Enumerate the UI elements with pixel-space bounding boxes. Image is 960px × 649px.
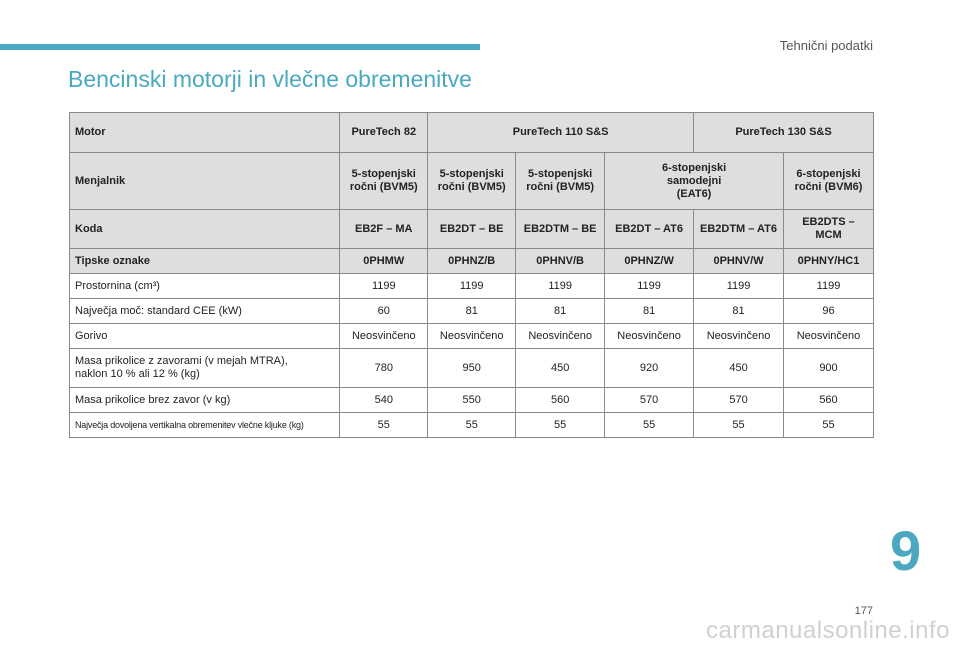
- table-cell: 1199: [427, 273, 517, 299]
- page-number: 177: [854, 605, 873, 617]
- koda-row: Koda EB2F – MA EB2DT – BE EB2DTM – BE EB…: [68, 209, 875, 249]
- motor-label: Motor: [68, 112, 341, 153]
- tipske-cell: 0PHNZ/W: [604, 248, 695, 274]
- tipske-cell: 0PHNV/B: [515, 248, 606, 274]
- table-cell: 560: [782, 387, 875, 413]
- koda-cell: EB2DT – AT6: [604, 209, 695, 249]
- table-cell: 450: [515, 348, 606, 388]
- tipske-cell: 0PHMW: [339, 248, 429, 274]
- table-cell: 81: [604, 298, 695, 324]
- table-cell: 1199: [693, 273, 784, 299]
- menjalnik-row: Menjalnik 5-stopenjski ročni (BVM5) 5-st…: [68, 152, 875, 210]
- table-cell: Neosvinčeno: [427, 323, 517, 349]
- table-cell: Neosvinčeno: [339, 323, 429, 349]
- table-cell: 570: [693, 387, 784, 413]
- top-accent-bar: [0, 44, 480, 50]
- table-cell: 55: [515, 412, 606, 438]
- koda-cell: EB2F – MA: [339, 209, 429, 249]
- table-cell: 55: [339, 412, 429, 438]
- table-row: Največja dovoljena vertikalna obremenite…: [68, 412, 875, 438]
- table-cell: Neosvinčeno: [693, 323, 784, 349]
- table-row: Prostornina (cm³) 1199 1199 1199 1199 11…: [68, 273, 875, 299]
- tipske-cell: 0PHNZ/B: [427, 248, 517, 274]
- menjalnik-label: Menjalnik: [68, 152, 341, 210]
- table-cell: 780: [339, 348, 429, 388]
- koda-cell: EB2DTM – AT6: [693, 209, 784, 249]
- table-cell: 96: [782, 298, 875, 324]
- motor-cell: PureTech 110 S&S: [427, 112, 695, 153]
- table-cell: 560: [515, 387, 606, 413]
- table-cell: 450: [693, 348, 784, 388]
- table-cell: 1199: [515, 273, 606, 299]
- chapter-number: 9: [890, 519, 922, 582]
- menjalnik-cell: 5-stopenjski ročni (BVM5): [515, 152, 606, 210]
- table-row: Masa prikolice brez zavor (v kg) 540 550…: [68, 387, 875, 413]
- table-row: Gorivo Neosvinčeno Neosvinčeno Neosvinče…: [68, 323, 875, 349]
- row-label: Največja dovoljena vertikalna obremenite…: [68, 412, 341, 438]
- tipske-cell: 0PHNY/HC1: [782, 248, 875, 274]
- koda-label: Koda: [68, 209, 341, 249]
- table-row: Masa prikolice z zavorami (v mejah MTRA)…: [68, 348, 875, 388]
- motor-cell: PureTech 130 S&S: [693, 112, 874, 153]
- row-label: Največja moč: standard CEE (kW): [68, 298, 341, 324]
- table-cell: 81: [515, 298, 606, 324]
- koda-cell: EB2DT – BE: [427, 209, 517, 249]
- tipske-cell: 0PHNV/W: [693, 248, 784, 274]
- menjalnik-cell: 5-stopenjski ročni (BVM5): [427, 152, 517, 210]
- table-cell: 81: [427, 298, 517, 324]
- menjalnik-cell: 6-stopenjski samodejni (EAT6): [604, 152, 784, 210]
- table-cell: 1199: [339, 273, 429, 299]
- watermark: carmanualsonline.info: [706, 617, 950, 644]
- table-cell: 55: [604, 412, 695, 438]
- table-cell: 550: [427, 387, 517, 413]
- table-cell: Neosvinčeno: [782, 323, 875, 349]
- table-cell: 55: [693, 412, 784, 438]
- row-label: Masa prikolice brez zavor (v kg): [68, 387, 341, 413]
- table-cell: 900: [782, 348, 875, 388]
- tipske-row: Tipske oznake 0PHMW 0PHNZ/B 0PHNV/B 0PHN…: [68, 248, 875, 274]
- table-cell: 920: [604, 348, 695, 388]
- table-row: Največja moč: standard CEE (kW) 60 81 81…: [68, 298, 875, 324]
- table-cell: 950: [427, 348, 517, 388]
- motor-row: Motor PureTech 82 PureTech 110 S&S PureT…: [68, 112, 874, 153]
- table-cell: Neosvinčeno: [515, 323, 606, 349]
- table-cell: 55: [427, 412, 517, 438]
- page-title: Bencinski motorji in vlečne obremenitve: [68, 66, 472, 92]
- menjalnik-cell: 6-stopenjski ročni (BVM6): [782, 152, 875, 210]
- row-label: Gorivo: [68, 323, 341, 349]
- table-cell: 540: [339, 387, 429, 413]
- tipske-label: Tipske oznake: [68, 248, 341, 274]
- koda-cell: EB2DTM – BE: [515, 209, 606, 249]
- engine-spec-table: Motor PureTech 82 PureTech 110 S&S PureT…: [68, 112, 875, 438]
- table-cell: 1199: [782, 273, 875, 299]
- motor-cell: PureTech 82: [339, 112, 429, 153]
- table-cell: Neosvinčeno: [604, 323, 695, 349]
- menjalnik-cell: 5-stopenjski ročni (BVM5): [339, 152, 429, 210]
- table-cell: 55: [782, 412, 875, 438]
- table-cell: 81: [693, 298, 784, 324]
- row-label: Masa prikolice z zavorami (v mejah MTRA)…: [68, 348, 341, 388]
- table-cell: 570: [604, 387, 695, 413]
- koda-cell: EB2DTS – MCM: [782, 209, 875, 249]
- table-cell: 60: [339, 298, 429, 324]
- table-cell: 1199: [604, 273, 695, 299]
- chapter-title: Tehnični podatki: [779, 38, 873, 53]
- row-label: Prostornina (cm³): [68, 273, 341, 299]
